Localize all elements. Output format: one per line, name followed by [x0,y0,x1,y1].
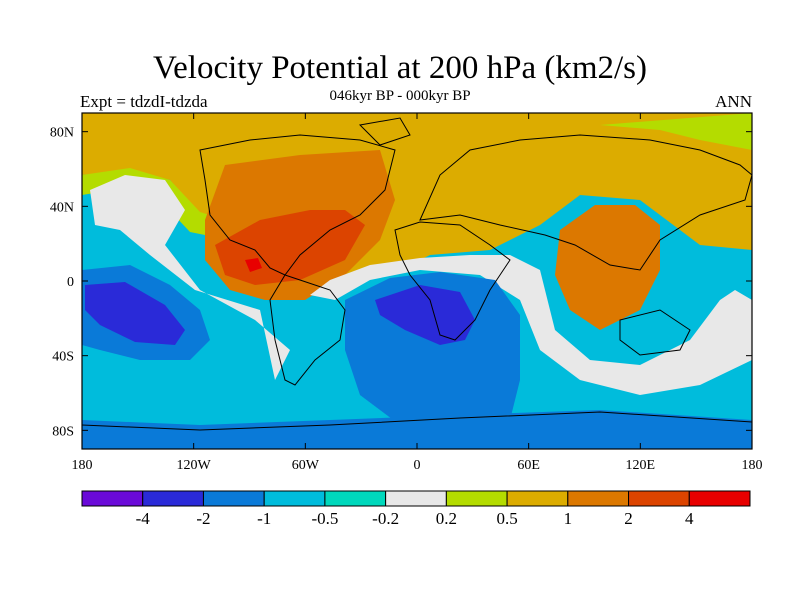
colorbar-label: 4 [685,509,694,528]
lat-tick-label: 0 [67,275,74,290]
lon-tick-label: 180 [72,458,93,473]
lat-tick-label: 80N [50,126,74,141]
colorbar-label: -0.5 [311,509,338,528]
coastlines [82,117,752,431]
colorbar-box [142,490,204,507]
contour-atlantic-zero [310,255,752,395]
lon-tick-label: 0 [414,458,421,473]
lon-tick-label: 120E [626,458,656,473]
lat-tick-label: 40N [50,200,74,215]
map-subtitle: 046kyr BP - 000kyr BP [329,88,471,104]
colorbar: -4 -2 -1 -0.5 -0.2 0.2 0.5 1 2 4 [81,490,751,528]
colorbar-box [81,490,144,507]
lon-tick-label: 120W [177,458,212,473]
colorbar-label: -1 [257,509,271,528]
longitude-ticks: 180 120W 60W 0 60E 120E 180 [72,113,763,473]
contour-pacific-neg2 [85,282,185,345]
colorbar-box [506,490,569,507]
contour-northern-band-edge-east [600,113,752,150]
season-label: ANN [715,92,752,111]
colorbar-label: 2 [624,509,633,528]
latitude-ticks: 80N 40N 0 40S 80S [50,126,752,439]
colorbar-box [445,490,508,507]
contour-southern-band [82,410,752,449]
lat-tick-label: 40S [52,350,74,365]
colorbar-label: -4 [136,509,151,528]
colorbar-box [263,490,326,507]
contour-pacific-zero [90,175,290,380]
colorbar-label: 0.2 [436,509,457,528]
colorbar-label: 0.5 [496,509,517,528]
colorbar-box [324,490,387,507]
contour-americas-max [245,258,262,272]
experiment-label: Expt = tdzdI-tdzda [80,92,208,111]
colorbar-label: -0.2 [372,509,399,528]
contour-northern-band [82,113,752,290]
lon-tick-label: 60E [517,458,540,473]
contour-africa-neg2 [375,285,475,345]
colorbar-label: 1 [564,509,573,528]
contour-asia-2 [555,205,660,330]
colorbar-box [385,490,447,507]
lon-tick-label: 60W [292,458,320,473]
map-title: Velocity Potential at 200 hPa (km2/s) [152,50,648,86]
lat-tick-label: 80S [52,424,74,439]
map-area [82,113,752,449]
colorbar-label: -2 [196,509,210,528]
colorbar-box [202,490,265,507]
colorbar-box [688,490,751,507]
colorbar-box [628,490,690,507]
colorbar-box [567,490,630,507]
lon-tick-label: 180 [742,458,763,473]
